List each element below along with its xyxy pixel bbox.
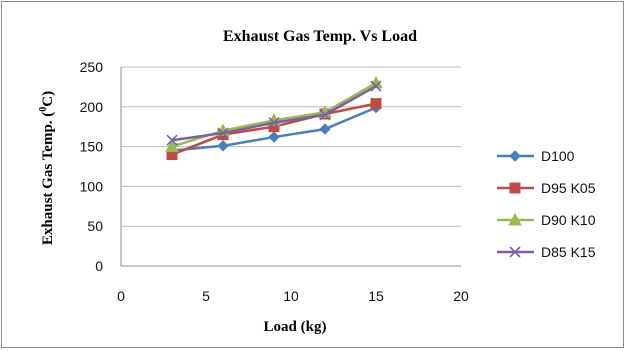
- point-s3-1: [217, 127, 229, 139]
- point-s0-3: [319, 123, 331, 135]
- x-tick-label-10: 10: [283, 288, 299, 304]
- x-tick-label-15: 15: [368, 288, 384, 304]
- point-s2-0: [165, 139, 179, 153]
- y-tick-label-0: 0: [95, 258, 103, 274]
- x-tick-labels: 0 5 10 15 20: [117, 288, 469, 304]
- y-axis-title: Exhaust Gas Temp. (0C): [38, 91, 56, 245]
- y-tick-labels: 0 50 100 150 200 250: [80, 59, 104, 274]
- point-s3-4-b: [370, 80, 382, 92]
- y-axis-title-superscript: 0: [38, 107, 49, 112]
- x-axis-title: Load (kg): [264, 319, 327, 335]
- y-axis-title-main: Exhaust Gas Temp. (: [40, 112, 56, 245]
- legend-marker-2: [508, 212, 522, 226]
- legend-marker-1: [509, 182, 521, 194]
- x-tick-label-20: 20: [453, 288, 469, 304]
- legend-label-0: D100: [541, 148, 575, 164]
- point-s3-3: [319, 109, 331, 121]
- legend-label-3: D85 K15: [541, 244, 596, 260]
- point-s3-4: [370, 80, 382, 92]
- legend-marker-3: [509, 246, 521, 258]
- legend-marker-3-b: [509, 246, 521, 258]
- point-s3-2: [268, 117, 280, 129]
- legend: D100 D95 K05 D90 K10 D85 K15: [497, 148, 596, 260]
- point-s3-1-b: [217, 127, 229, 139]
- point-s3-3-b: [319, 109, 331, 121]
- point-s0-2: [268, 131, 280, 143]
- point-s3-0: [166, 134, 178, 146]
- y-tick-label-100: 100: [80, 178, 104, 194]
- y-tick-label-50: 50: [87, 218, 103, 234]
- y-tick-label-250: 250: [80, 59, 104, 75]
- point-s1-4: [370, 98, 382, 110]
- gridlines: [121, 66, 461, 227]
- x-tick-label-0: 0: [117, 288, 125, 304]
- series-lines: [165, 75, 383, 161]
- y-axis-title-tail: C): [40, 91, 56, 107]
- point-s0-1: [217, 140, 229, 152]
- y-tick-label-200: 200: [80, 99, 104, 115]
- axes: [120, 67, 461, 267]
- legend-label-1: D95 K05: [541, 180, 596, 196]
- chart-title: Exhaust Gas Temp. Vs Load: [223, 28, 417, 45]
- y-tick-label-150: 150: [80, 139, 104, 155]
- legend-label-2: D90 K10: [541, 212, 596, 228]
- point-s3-0-b: [166, 134, 178, 146]
- point-s3-2-b: [268, 117, 280, 129]
- legend-marker-0: [509, 150, 521, 162]
- x-tick-label-5: 5: [202, 288, 210, 304]
